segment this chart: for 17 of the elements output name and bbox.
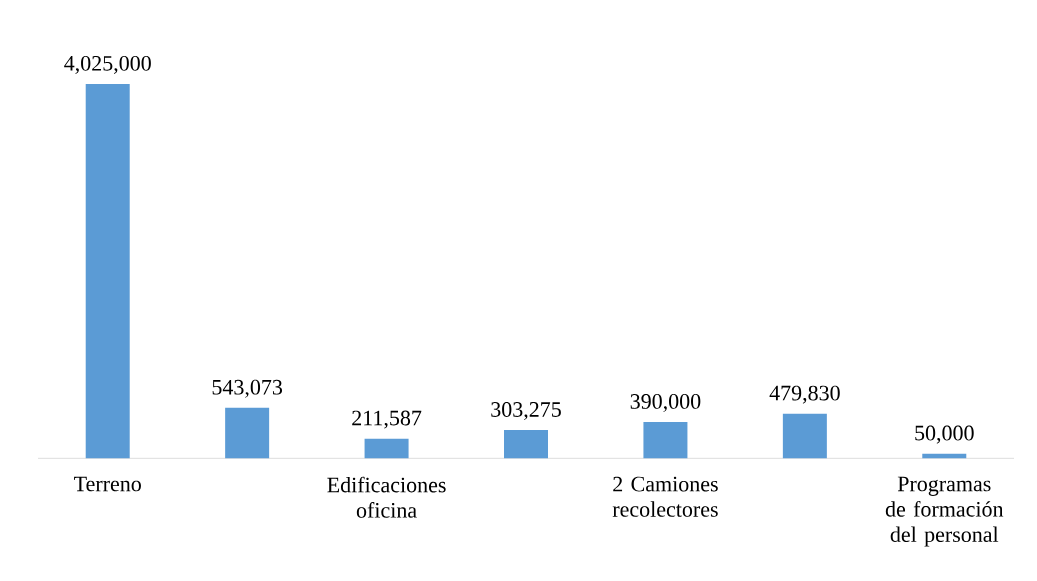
data-label: 390,000 (630, 393, 701, 413)
bar (643, 422, 688, 459)
x-tick-label: Edificaciones oficina (327, 476, 446, 518)
data-label: 211,587 (352, 410, 422, 429)
bar (85, 83, 130, 459)
data-label: 543,073 (212, 379, 283, 398)
data-label: 303,275 (491, 402, 561, 421)
x-tick-label: Terreno (74, 476, 141, 492)
data-label: 4,025,000 (64, 55, 151, 74)
data-label: 479,830 (769, 385, 840, 404)
bar (782, 413, 827, 459)
data-label: 50,000 (915, 425, 974, 444)
x-tick-label: Programas de formación del personal (885, 476, 1004, 547)
bar (504, 430, 548, 459)
bar (225, 407, 270, 459)
x-tick-label: 2 Camiones recolectores (612, 476, 718, 517)
bar (364, 438, 409, 459)
